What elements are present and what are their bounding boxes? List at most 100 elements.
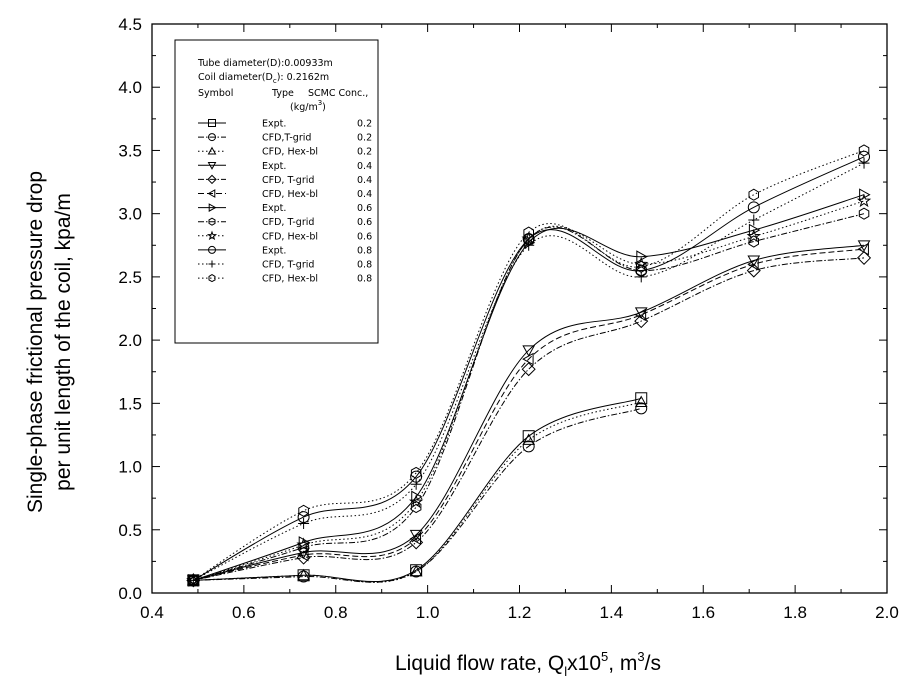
y-tick-label: 1.5 <box>118 394 142 413</box>
legend-tube-diameter: Tube diameter(D):0.00933m <box>197 58 333 69</box>
x-tick-label: 1.8 <box>783 603 807 622</box>
data-point <box>297 570 310 583</box>
y-tick-label: 1.0 <box>118 458 142 477</box>
series-curve <box>193 397 642 582</box>
x-tick-label: 0.4 <box>140 603 164 622</box>
legend-conc: 0.6 <box>357 217 372 228</box>
data-point <box>748 188 759 201</box>
data-point <box>298 541 309 554</box>
legend-conc: 0.8 <box>357 260 372 271</box>
fit-curves <box>193 149 865 583</box>
x-axis-title: Liquid flow rate, Qlx105, m3/s <box>395 649 661 679</box>
data-point <box>409 532 422 545</box>
data-point <box>748 214 760 226</box>
data-point <box>858 144 870 157</box>
data-point <box>857 240 871 252</box>
data-point <box>859 188 871 202</box>
legend-type: CFD, T-grid <box>262 217 314 228</box>
data-markers <box>186 144 872 588</box>
data-point <box>410 466 422 479</box>
data-point <box>410 478 422 490</box>
data-point <box>523 226 534 239</box>
data-point <box>858 207 870 220</box>
x-tick-label: 2.0 <box>875 603 899 622</box>
legend-type: CFD, Hex-bl <box>262 189 318 200</box>
data-point <box>521 362 536 377</box>
legend-box <box>174 39 379 344</box>
legend-marker <box>208 245 216 254</box>
data-point <box>747 255 761 267</box>
legend-type: Expt. <box>262 161 286 172</box>
data-point <box>522 433 536 445</box>
y-tick-label: 4.0 <box>118 78 142 97</box>
data-point <box>635 271 647 283</box>
data-point <box>409 529 423 542</box>
legend-conc: 0.4 <box>357 161 372 172</box>
legend-conc: 0.4 <box>357 175 372 186</box>
data-point <box>635 392 648 405</box>
legend-rows: Expt. 0.2 CFD,T-grid 0.2 CFD, Hex-bl 0.2 Expt.… <box>198 119 372 285</box>
y-tick-label: 2.5 <box>118 268 142 287</box>
series-curve <box>193 257 865 581</box>
series-curve <box>193 149 865 581</box>
legend-type: CFD, T-grid <box>262 175 314 186</box>
legend-conc: 0.2 <box>357 119 372 130</box>
legend-header-type: Type <box>271 88 294 99</box>
data-point <box>408 494 424 509</box>
x-tick-label: 0.8 <box>324 603 348 622</box>
legend-conc: 0.2 <box>357 133 372 144</box>
legend-type: CFD, Hex-bl <box>262 147 318 158</box>
legend-conc: 0.8 <box>357 274 372 285</box>
data-point <box>523 239 535 251</box>
x-tick-label: 1.4 <box>600 603 624 622</box>
data-point <box>856 250 872 265</box>
legend-conc: 0.8 <box>357 245 372 256</box>
legend-marker <box>208 203 217 212</box>
x-tick-label: 1.0 <box>416 603 440 622</box>
data-point <box>187 574 199 586</box>
data-point <box>410 500 422 514</box>
legend-header-unit: (kg/m3) <box>290 99 326 113</box>
legend-conc: 0.4 <box>357 189 372 200</box>
legend-header-symbol: Symbol <box>198 88 233 99</box>
x-tick-label: 1.6 <box>691 603 715 622</box>
legend-marker <box>207 146 217 155</box>
legend-marker <box>207 162 217 170</box>
series-curve <box>193 407 642 583</box>
y-tick-label: 4.5 <box>118 15 142 34</box>
data-point <box>522 352 534 366</box>
axis-ticks <box>151 23 888 594</box>
legend-marker <box>208 260 216 268</box>
data-point <box>297 568 310 581</box>
y-tick-label: 3.5 <box>118 141 142 160</box>
data-point <box>296 537 311 552</box>
data-point <box>634 256 649 271</box>
data-point <box>748 235 759 248</box>
legend-marker <box>207 189 216 198</box>
x-tick-label: 0.6 <box>232 603 256 622</box>
x-tick-label: 1.2 <box>508 603 532 622</box>
y-tick-label: 0.0 <box>118 584 142 603</box>
legend-type: Expt. <box>262 119 286 130</box>
series-curve <box>193 213 865 581</box>
legend-conc: 0.6 <box>357 203 372 214</box>
legend-type: Expt. <box>262 245 286 256</box>
legend-type: CFD, Hex-bl <box>262 274 318 285</box>
legend-marker <box>208 274 216 283</box>
data-point <box>746 228 761 243</box>
data-point <box>747 201 760 214</box>
legend-header-conc: SCMC Conc., <box>308 88 368 99</box>
legend-coil-diameter: Coil diameter(Dc): 0.2162m <box>198 72 329 85</box>
data-point <box>298 504 309 517</box>
legend-conc: 0.2 <box>357 147 372 158</box>
data-point <box>857 242 869 256</box>
legend-conc: 0.6 <box>357 231 372 242</box>
data-point <box>747 257 759 271</box>
data-point <box>298 517 310 529</box>
series-curve <box>193 194 865 581</box>
series-curve <box>193 248 865 581</box>
tick-labels: 0.4 0.6 0.8 1.0 1.2 1.4 1.6 1.8 2.0 0.0 0.5 1.0 1.5 2… <box>118 15 898 622</box>
legend-marker <box>207 174 217 185</box>
series-curve <box>193 156 865 581</box>
